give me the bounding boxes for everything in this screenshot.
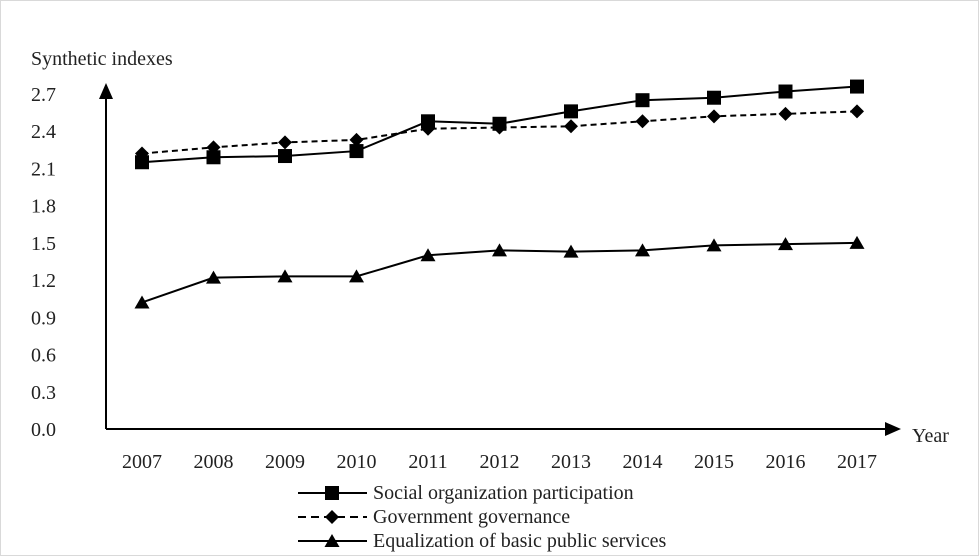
data-point [850,79,864,94]
data-point [564,119,578,134]
data-point [206,140,221,155]
data-point [277,269,293,283]
data-point [135,146,149,161]
x-axis-arrow [885,422,901,436]
x-tick-label: 2013 [551,451,591,473]
data-point [635,243,650,257]
x-axis-title: Year [912,425,949,447]
data-point [278,135,292,150]
legend-marker [325,486,339,500]
data-point [206,150,221,165]
data-point [420,248,436,262]
data-point [707,109,721,124]
legend-marker [325,510,339,524]
data-point [563,244,579,258]
y-tick-label: 1.8 [31,196,56,218]
data-point [492,120,507,135]
legend: Social organization participationGovernm… [298,482,666,552]
data-point [778,237,793,251]
x-tick-label: 2014 [623,451,663,473]
y-tick-labels: 0.0 0.3 0.6 0.9 1.2 1.5 1.8 2.1 2.4 2.7 [31,84,56,441]
series-3 [134,235,865,309]
y-tick-label: 0.3 [31,382,56,404]
x-tick-labels: 2007 2008 2009 2010 2011 2012 2013 2014 2015 2016… [122,451,877,473]
y-tick-label: 0.0 [31,419,56,441]
data-point [706,238,722,252]
data-point [421,121,435,136]
data-point [778,84,793,99]
data-point [278,149,292,164]
y-tick-label: 2.7 [31,84,56,106]
legend-label: Equalization of basic public services [373,530,666,552]
y-tick-label: 1.2 [31,270,56,292]
y-tick-label: 2.4 [31,121,56,143]
x-tick-label: 2015 [694,451,734,473]
data-point [421,114,435,129]
data-point [635,114,650,129]
x-tick-label: 2010 [337,451,377,473]
y-tick-label: 2.1 [31,158,56,180]
data-point [349,269,364,283]
x-tick-label: 2008 [194,451,234,473]
legend-marker [324,534,340,547]
series-2 [135,104,864,161]
legend-label: Social organization participation [373,482,634,504]
data-point [349,132,364,147]
data-point [206,270,221,284]
x-tick-label: 2012 [480,451,520,473]
data-point [849,235,865,249]
x-tick-label: 2007 [122,451,162,473]
data-point [635,93,650,108]
y-tick-label: 1.5 [31,233,56,255]
y-tick-label: 0.9 [31,307,56,329]
x-tick-label: 2016 [766,451,806,473]
data-point [778,106,793,121]
y-axis-title: Synthetic indexes [31,48,173,70]
data-point [850,104,864,119]
data-point [135,155,149,170]
x-tick-label: 2009 [265,451,305,473]
data-point [707,90,721,105]
data-point [349,144,364,159]
data-point [564,104,578,119]
y-axis-arrow [99,83,113,99]
x-tick-label: 2017 [837,451,877,473]
x-tick-label: 2011 [408,451,447,473]
data-point [134,295,150,309]
axes [99,83,901,436]
y-tick-label: 0.6 [31,345,56,367]
legend-label: Government governance [373,506,570,528]
data-point [492,243,507,257]
series-group [134,79,865,309]
